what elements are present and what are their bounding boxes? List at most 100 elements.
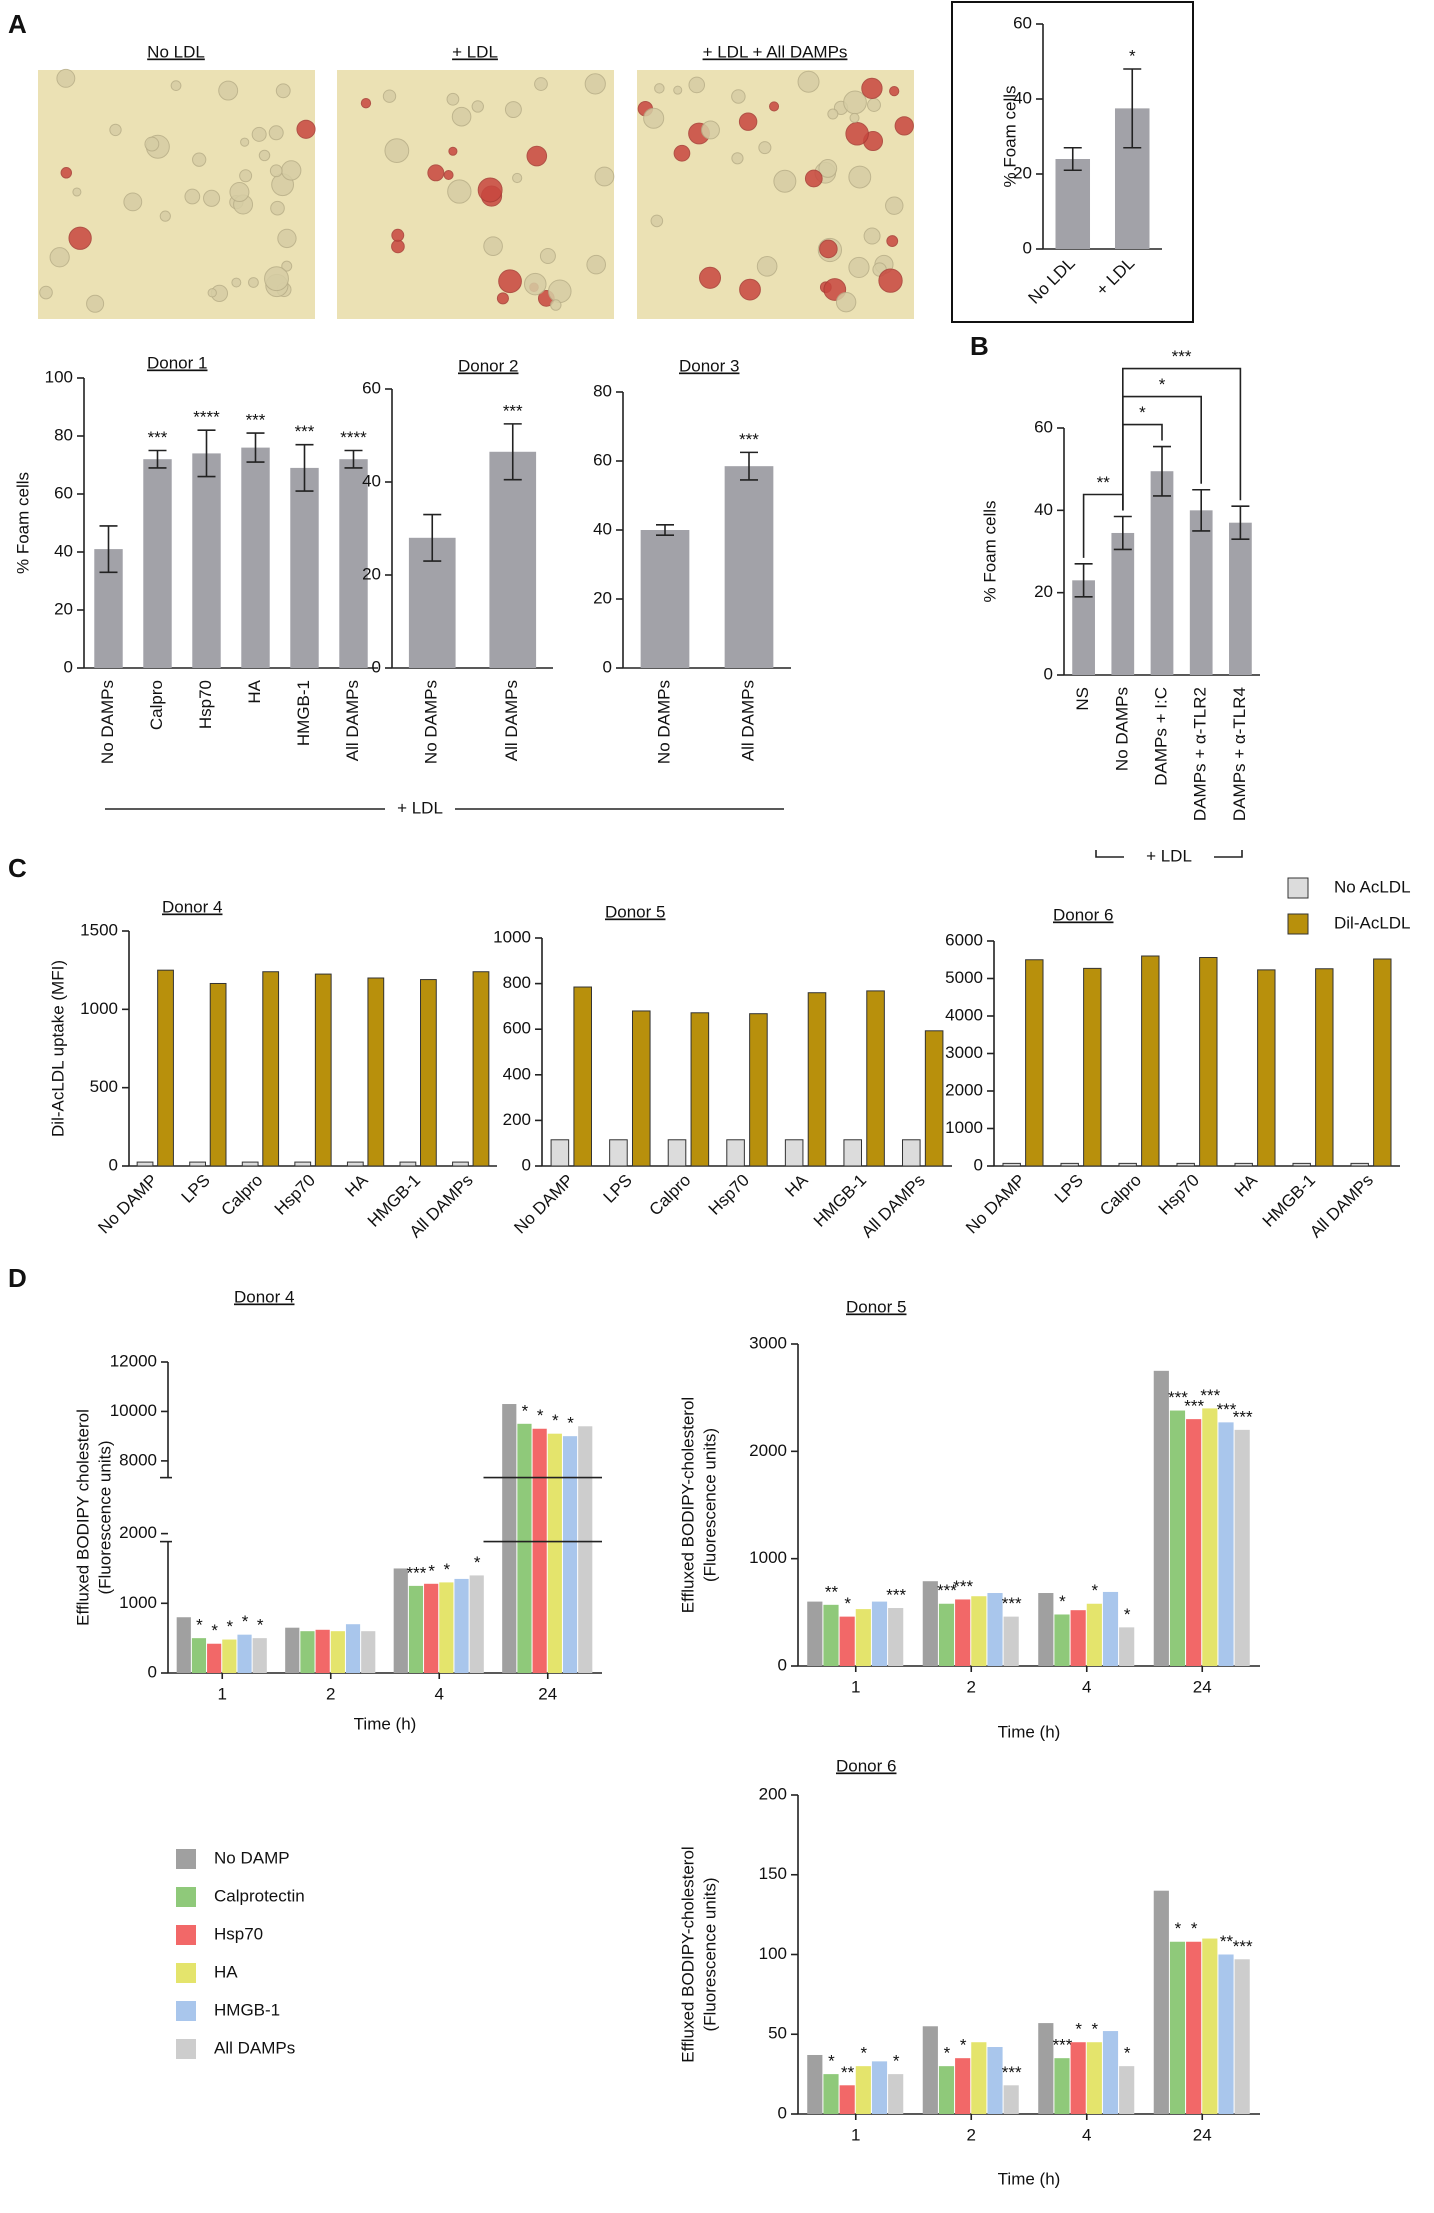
legend-label: No DAMP [214, 1848, 290, 1867]
bar [550, 1139, 570, 1167]
significance: * [893, 2052, 900, 2071]
cell [391, 239, 405, 254]
bar [241, 447, 270, 668]
cell [258, 149, 271, 162]
x-tick-label: Hsp70 [1155, 1171, 1203, 1219]
bar [938, 1603, 955, 1666]
cell [248, 277, 259, 288]
cell [240, 137, 250, 147]
y-tick-label: 3000 [945, 1043, 983, 1062]
bar [1234, 1959, 1250, 2114]
cell [268, 125, 284, 141]
y-tick-label: 600 [503, 1019, 531, 1038]
bar [726, 1139, 745, 1167]
panel-letter: D [8, 1263, 27, 1293]
x-tick-label: No DAMP [510, 1171, 577, 1238]
significance: * [1092, 2020, 1099, 2039]
y-tick-label: 0 [974, 1155, 983, 1174]
bar [532, 1428, 547, 1673]
legend-label: HMGB-1 [214, 2000, 280, 2019]
legend-swatch [1287, 913, 1309, 935]
bar [609, 1139, 628, 1167]
cell [231, 277, 242, 288]
x-tick-label: 2 [967, 1677, 976, 1696]
significance: ** [1097, 473, 1111, 492]
chart-title: Donor 1 [147, 353, 207, 372]
significance: * [1175, 1919, 1182, 1938]
significance: * [1124, 1605, 1131, 1624]
bar [1083, 967, 1102, 1167]
legend-label: Calprotectin [214, 1886, 305, 1905]
x-tick-label: NS [1073, 687, 1092, 711]
bar [157, 969, 174, 1167]
bar [1257, 969, 1276, 1167]
x-tick-label: DAMPs + I:C [1151, 687, 1170, 786]
x-tick-label: HA [781, 1170, 812, 1201]
y-axis-label: (Fluorescence units) [95, 1440, 114, 1594]
image-label: + LDL [452, 42, 498, 61]
legend-label: Hsp70 [214, 1924, 263, 1943]
bar [1038, 2023, 1054, 2114]
bar [345, 1624, 361, 1673]
cell [218, 80, 239, 101]
bar [871, 2061, 888, 2114]
bar [143, 459, 172, 668]
bar [1055, 159, 1091, 249]
error-bar [1192, 488, 1211, 532]
significance: *** [1002, 2063, 1022, 2082]
bar [1072, 580, 1095, 675]
bar [1202, 1408, 1218, 1666]
x-tick-label: No DAMP [94, 1171, 161, 1238]
cell [889, 86, 900, 97]
y-tick-label: 60 [593, 450, 612, 469]
cell [275, 83, 291, 99]
error-bar [99, 525, 118, 574]
x-tick-label: 4 [1082, 2125, 1091, 2144]
y-tick-label: 800 [503, 973, 531, 992]
cell [512, 172, 523, 184]
bar [1086, 1603, 1102, 1666]
bar [393, 1568, 408, 1673]
y-tick-label: 1000 [80, 999, 118, 1018]
bar [1315, 968, 1334, 1167]
cell [184, 188, 201, 205]
cell [281, 160, 302, 181]
significance: * [861, 2044, 868, 2063]
cell [49, 247, 70, 268]
y-tick-label: 20 [1013, 163, 1032, 182]
x-tick-label: Calpro [218, 1171, 267, 1220]
significance: * [828, 2052, 835, 2071]
bar [1119, 2066, 1135, 2114]
significance: * [537, 1406, 544, 1425]
y-tick-label: 12000 [110, 1351, 157, 1370]
cell [758, 141, 772, 155]
bar [1199, 957, 1218, 1167]
significance: * [242, 1612, 249, 1631]
bar [573, 986, 592, 1167]
y-tick-label: 1000 [749, 1548, 787, 1567]
x-tick-label: All DAMPs [502, 680, 521, 761]
bar [562, 1436, 578, 1673]
y-tick-label: 5000 [945, 968, 983, 987]
significance: * [1129, 46, 1136, 65]
bar [1218, 1954, 1234, 2114]
cell [451, 106, 472, 127]
bar [424, 1583, 439, 1673]
x-tick-label: 24 [538, 1684, 557, 1703]
significance: *** [739, 430, 759, 449]
y-tick-label: 40 [1034, 500, 1053, 519]
bar [285, 1627, 300, 1673]
cell [861, 77, 883, 99]
image-label: + LDL + All DAMPs [703, 42, 848, 61]
bar [452, 1161, 469, 1167]
significance: * [1059, 1592, 1066, 1611]
bar [330, 1631, 345, 1673]
x-tick-label: All DAMPs [1306, 1171, 1377, 1242]
y-tick-label: 500 [90, 1077, 118, 1096]
x-tick-label: Calpro [1096, 1171, 1145, 1220]
bar [1054, 1614, 1070, 1666]
cell [239, 169, 253, 183]
bar [489, 451, 537, 668]
cell [68, 226, 92, 250]
